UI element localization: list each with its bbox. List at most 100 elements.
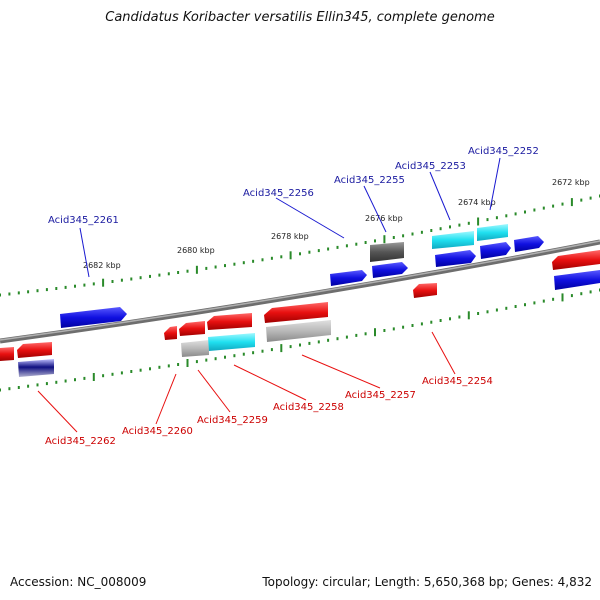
lower-minor-tick	[317, 340, 320, 344]
lower-minor-tick	[327, 338, 330, 342]
upper-minor-tick	[92, 282, 95, 286]
lower-minor-tick	[439, 319, 442, 322]
upper-minor-tick	[495, 216, 498, 220]
upper-minor-tick	[420, 230, 423, 234]
upper-minor-tick	[411, 232, 414, 236]
gene-acid345-2253-rna[interactable]	[432, 231, 474, 249]
gene-acid345-2253[interactable]	[435, 250, 476, 267]
upper-major-tick	[570, 198, 573, 207]
gene-acid345-2260-a[interactable]	[164, 326, 177, 340]
gene-2250[interactable]	[554, 270, 600, 290]
lower-minor-tick	[214, 357, 217, 361]
gene-acid345-2256[interactable]	[330, 270, 367, 286]
lower-minor-tick	[420, 322, 423, 326]
upper-minor-tick	[533, 208, 536, 212]
gene-acid345-2262-pseudo[interactable]	[18, 359, 54, 377]
gene-acid345-2259-rna[interactable]	[208, 333, 255, 351]
gene-acid345-2259[interactable]	[207, 313, 252, 330]
gene-2251[interactable]	[514, 236, 544, 252]
lower-minor-tick	[36, 383, 39, 387]
gene-2263[interactable]	[0, 347, 14, 361]
upper-minor-tick	[120, 278, 123, 282]
upper-minor-tick	[374, 239, 376, 243]
lower-minor-tick	[74, 378, 76, 382]
label-acid345-2253[interactable]: Acid345_2253	[395, 161, 466, 172]
gene-acid345-2259-pseudo[interactable]	[181, 340, 209, 357]
upper-minor-tick	[589, 196, 592, 200]
label-acid345-2260[interactable]: Acid345_2260	[122, 426, 193, 437]
upper-minor-tick	[158, 273, 161, 277]
upper-minor-tick	[167, 272, 170, 276]
upper-minor-tick	[449, 225, 451, 229]
scale-label-2674: 2674 kbp	[458, 198, 496, 207]
upper-minor-tick	[299, 252, 301, 256]
lower-minor-tick	[242, 352, 245, 356]
scale-label-2672: 2672 kbp	[552, 178, 590, 187]
lower-minor-tick	[261, 349, 264, 353]
lower-minor-tick	[570, 294, 573, 298]
lower-minor-tick	[392, 327, 395, 331]
lower-minor-tick	[233, 354, 236, 358]
lower-minor-tick	[83, 376, 86, 380]
gene-acid345-2252[interactable]	[480, 242, 511, 259]
upper-major-tick	[477, 217, 480, 226]
topology-text: Topology: circular; Length: 5,650,368 bp…	[262, 575, 592, 589]
gene-acid345-2255b[interactable]	[372, 262, 408, 278]
gene-acid345-2255[interactable]	[370, 242, 404, 262]
lower-minor-tick	[27, 384, 30, 388]
upper-minor-tick	[505, 214, 508, 218]
label-acid345-2257[interactable]: Acid345_2257	[345, 390, 416, 401]
upper-minor-tick	[27, 290, 30, 294]
gene-acid345-2260[interactable]	[179, 321, 205, 336]
upper-minor-tick	[111, 280, 114, 283]
upper-major-tick	[289, 251, 292, 260]
lower-major-tick	[92, 373, 95, 381]
gene-acid345-2252-rna[interactable]	[477, 224, 508, 241]
lower-minor-tick	[289, 345, 292, 349]
upper-minor-tick	[561, 202, 564, 206]
lower-minor-tick	[505, 306, 508, 310]
lower-minor-tick	[111, 372, 114, 376]
lower-minor-tick	[430, 320, 433, 324]
label-acid345-2259[interactable]: Acid345_2259	[197, 415, 268, 426]
label-acid345-2255[interactable]: Acid345_2255	[334, 175, 405, 186]
upper-minor-tick	[139, 276, 142, 280]
upper-minor-tick	[542, 206, 545, 210]
upper-minor-tick	[242, 261, 245, 265]
forward-leader-lines	[79, 157, 501, 278]
label-acid345-2256[interactable]: Acid345_2256	[243, 188, 314, 199]
upper-minor-tick	[8, 292, 11, 296]
gene-acid345-2262[interactable]	[17, 342, 52, 358]
label-acid345-2254[interactable]: Acid345_2254	[422, 376, 493, 387]
label-acid345-2261[interactable]: Acid345_2261	[48, 215, 119, 226]
lower-major-tick	[186, 359, 189, 367]
scale-label-2678: 2678 kbp	[271, 232, 309, 241]
upper-minor-tick	[308, 250, 311, 254]
upper-major-tick	[195, 265, 198, 274]
lower-minor-tick	[411, 324, 414, 327]
upper-major-tick	[102, 278, 105, 287]
upper-minor-tick	[317, 249, 320, 253]
upper-minor-tick	[74, 284, 76, 288]
lower-minor-tick	[580, 292, 583, 296]
lower-minor-tick	[589, 290, 592, 294]
lower-minor-tick	[533, 301, 536, 305]
upper-minor-tick	[467, 221, 470, 225]
gene-acid345-2258-pseudo[interactable]	[266, 320, 331, 342]
forward-genes	[60, 224, 600, 328]
gene-acid345-2254[interactable]	[413, 283, 437, 298]
lower-minor-tick	[177, 363, 180, 366]
lower-minor-tick	[542, 299, 545, 303]
upper-minor-tick	[270, 256, 273, 260]
lower-minor-tick	[17, 386, 20, 389]
upper-minor-tick	[514, 212, 517, 216]
gene-2250-reverse[interactable]	[552, 250, 600, 270]
scale-label-2676: 2676 kbp	[365, 214, 403, 223]
upper-minor-tick	[233, 262, 236, 266]
gene-acid345-2258[interactable]	[264, 302, 328, 323]
upper-minor-tick	[364, 241, 367, 244]
label-acid345-2252[interactable]: Acid345_2252	[468, 146, 539, 157]
label-acid345-2258[interactable]: Acid345_2258	[273, 402, 344, 413]
gene-acid345-2261[interactable]	[60, 307, 127, 328]
label-acid345-2262[interactable]: Acid345_2262	[45, 436, 116, 447]
